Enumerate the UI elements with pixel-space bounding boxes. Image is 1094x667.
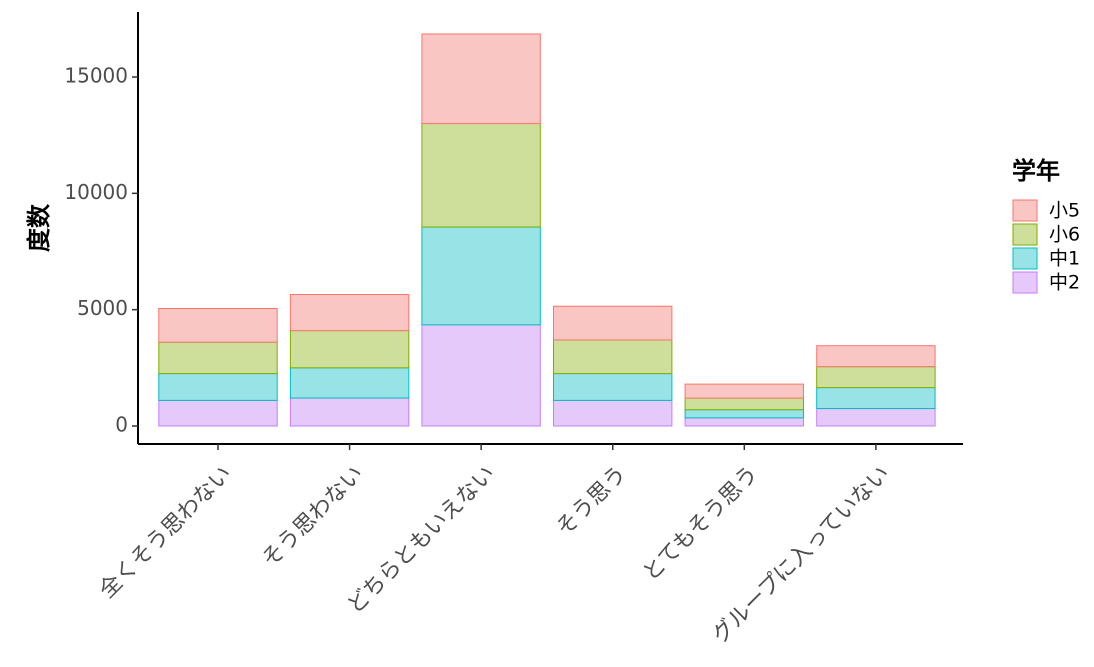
bar-6-series-4 <box>816 345 936 368</box>
bar-1-series-4 <box>158 308 278 343</box>
bar-5-series-2 <box>684 409 804 419</box>
y-tick-label-5000: 5000 <box>77 296 128 320</box>
legend-label-4: 中2 <box>1049 272 1080 294</box>
bars-group <box>158 33 936 427</box>
legend-label-2: 小6 <box>1049 224 1080 246</box>
bar-3-series-3 <box>421 123 541 228</box>
bar-1-series-3 <box>158 341 278 375</box>
y-tick-label-15000: 15000 <box>64 64 128 88</box>
legend-swatch-2 <box>1012 223 1038 246</box>
bar-6-series-3 <box>816 366 936 389</box>
bar-1-series-1 <box>158 399 278 427</box>
y-axis-title-group: 度数 <box>25 203 53 252</box>
legend-swatch-4 <box>1012 271 1038 294</box>
bar-3-series-2 <box>421 226 541 326</box>
legend-swatch-3 <box>1012 247 1038 270</box>
bar-1-series-2 <box>158 373 278 401</box>
bar-4-series-2 <box>553 373 673 401</box>
bar-6-series-2 <box>816 387 936 410</box>
legend-title: 学年 <box>1012 157 1060 185</box>
y-tick-label-0: 0 <box>115 413 128 437</box>
x-tick-label-2: そう思わない <box>258 461 369 572</box>
bar-3-series-4 <box>421 33 541 125</box>
legend-label-1: 小5 <box>1049 200 1080 222</box>
bar-2-series-2 <box>289 367 410 399</box>
legend-swatch-1 <box>1012 199 1038 222</box>
bar-5-series-4 <box>684 383 804 399</box>
bar-4-series-3 <box>553 339 673 375</box>
bar-4-series-1 <box>553 399 673 427</box>
bar-4-series-4 <box>553 305 673 341</box>
y-axis-title: 度数 <box>25 203 53 252</box>
bar-2-series-4 <box>289 294 410 332</box>
bar-5-series-3 <box>684 397 804 411</box>
bar-2-series-1 <box>289 397 410 427</box>
legend-label-3: 中1 <box>1049 248 1080 270</box>
x-tick-label-4: そう思う <box>552 461 632 541</box>
bar-2-series-3 <box>289 330 410 369</box>
bar-3-series-1 <box>421 324 541 427</box>
y-tick-label-10000: 10000 <box>64 180 128 204</box>
bar-6-series-1 <box>816 408 936 427</box>
bar-5-series-1 <box>684 417 804 427</box>
x-tick-label-3: どちらともいえない <box>343 461 500 618</box>
x-tick-label-1: 全くそう思わない <box>95 461 237 603</box>
x-tick-label-5: とてもそう思う <box>638 461 763 586</box>
